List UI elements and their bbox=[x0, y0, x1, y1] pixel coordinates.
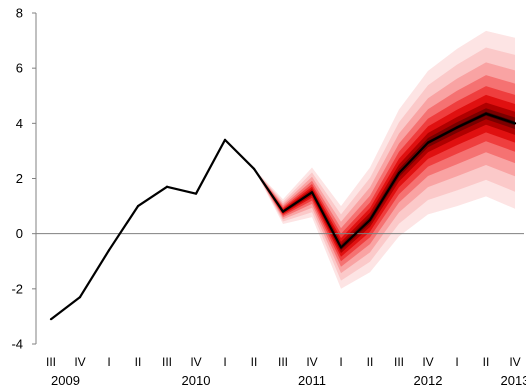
fan-band-7 bbox=[254, 102, 515, 253]
x-tick-label: I bbox=[223, 355, 226, 369]
x-tick-label: II bbox=[483, 355, 490, 369]
year-label: 2009 bbox=[51, 373, 80, 388]
data-point bbox=[165, 185, 169, 188]
x-tick-label: IV bbox=[190, 355, 201, 369]
data-point bbox=[426, 141, 430, 144]
data-point bbox=[455, 126, 459, 129]
y-tick-label: -2 bbox=[11, 281, 23, 296]
x-tick-label: IV bbox=[509, 355, 520, 369]
year-label: 2011 bbox=[298, 373, 326, 388]
data-point bbox=[310, 191, 314, 194]
data-point bbox=[107, 249, 111, 252]
data-point bbox=[194, 192, 198, 195]
data-point bbox=[339, 246, 343, 249]
data-point bbox=[223, 138, 227, 141]
data-point bbox=[368, 218, 372, 221]
x-tick-label: III bbox=[46, 355, 56, 369]
x-tick-label: II bbox=[367, 355, 374, 369]
data-point bbox=[252, 167, 256, 170]
y-tick-label: -4 bbox=[11, 337, 23, 352]
x-tick-label: II bbox=[251, 355, 258, 369]
fan-bands bbox=[254, 30, 515, 289]
data-point bbox=[136, 204, 140, 208]
axes bbox=[32, 12, 524, 345]
y-tick-label: 6 bbox=[16, 61, 23, 76]
x-tick-label: III bbox=[162, 355, 172, 369]
x-tick-label: IV bbox=[74, 355, 85, 369]
y-tick-label: 0 bbox=[16, 226, 23, 241]
data-point bbox=[484, 112, 488, 115]
year-label: 2010 bbox=[182, 373, 211, 388]
data-point bbox=[78, 296, 82, 299]
y-tick-label: 8 bbox=[16, 6, 23, 21]
year-label: 2013 bbox=[501, 373, 526, 388]
x-tick-label: II bbox=[135, 355, 142, 369]
x-tick-label: I bbox=[107, 355, 110, 369]
x-tick-label: III bbox=[278, 355, 288, 369]
data-point bbox=[397, 171, 401, 175]
y-tick-label: 4 bbox=[16, 116, 23, 131]
x-tick-label: III bbox=[394, 355, 404, 369]
y-tick-label: 2 bbox=[16, 171, 23, 186]
data-point bbox=[49, 318, 53, 321]
x-tick-label: IV bbox=[306, 355, 317, 369]
central-line bbox=[49, 112, 517, 321]
x-tick-label: IV bbox=[422, 355, 433, 369]
x-tick-label: I bbox=[339, 355, 342, 369]
data-point bbox=[513, 122, 517, 125]
x-tick-label: I bbox=[455, 355, 458, 369]
year-label: 2012 bbox=[414, 373, 443, 388]
data-point bbox=[281, 210, 285, 213]
